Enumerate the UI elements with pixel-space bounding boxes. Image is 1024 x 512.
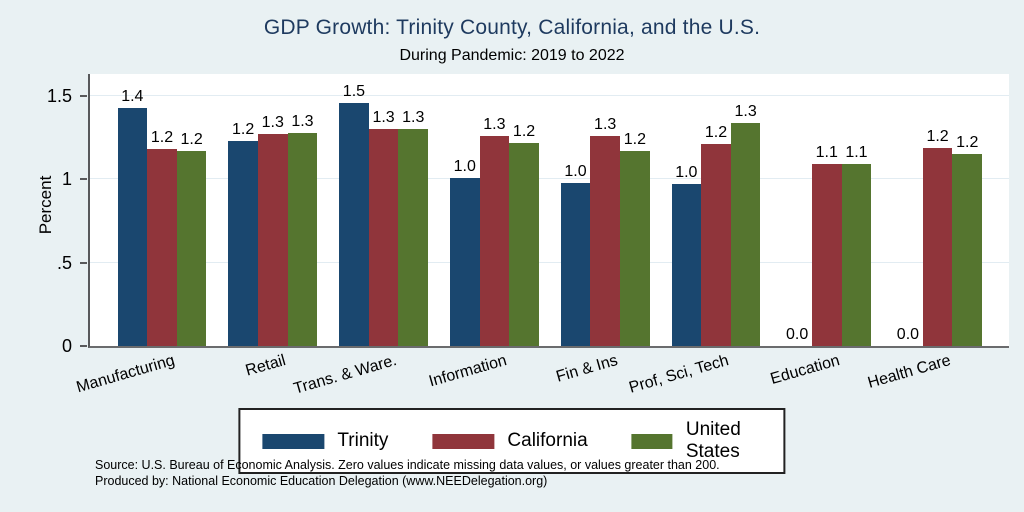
gridline-.5 [90, 261, 1009, 263]
y-tick-label: 0 [61, 336, 72, 356]
bar-value-label: 1.3 [734, 102, 757, 120]
bar-california: 1.3 [368, 109, 399, 346]
bar-group-fin-ins: 1.0 1.3 1.2 [560, 74, 650, 346]
bar-value-label: 1.0 [675, 164, 698, 182]
bar-group-information: 1.0 1.3 1.2 [449, 74, 539, 346]
bar-united-states: 1.3 [730, 103, 761, 346]
bar-value-label: 1.2 [623, 131, 646, 149]
bar-value-label: 1.2 [512, 122, 536, 140]
bar-value-label: 1.3 [594, 116, 617, 134]
bar-united-states: 1.2 [620, 131, 650, 346]
bar-value-label: 1.2 [180, 131, 203, 149]
bar-group-trans-ware-: 1.5 1.3 1.3 [339, 74, 429, 346]
bar-group-retail: 1.2 1.3 1.3 [228, 74, 318, 346]
bar-california: 1.2 [922, 128, 953, 346]
plot-area: 1.4 1.2 1.2 1.2 1.3 1.3 1.5 1.3 1.3 1.0 1.3 1.2 1.0 1… [88, 74, 1009, 348]
chart-subtitle: During Pandemic: 2019 to 2022 [399, 47, 625, 64]
bar-value-label: 1.3 [291, 112, 314, 130]
bar-value-label: 1.4 [121, 87, 144, 105]
source-note: Source: U.S. Bureau of Economic Analysis… [95, 458, 720, 472]
bar-california: 1.3 [257, 114, 288, 346]
legend-swatch [262, 433, 325, 449]
bar-value-label: 1.2 [150, 129, 174, 147]
bar-value-label: 0.0 [896, 326, 920, 343]
bar-united-states: 1.3 [287, 113, 318, 346]
bar-united-states: 1.2 [952, 134, 983, 346]
bar-value-label: 1.1 [845, 144, 868, 162]
y-tick-label: .5 [56, 252, 72, 273]
y-tick-mark [80, 261, 87, 264]
bar-united-states: 1.2 [176, 131, 207, 346]
legend-label: United States [685, 419, 741, 462]
bar-trinity: 1.0 [560, 163, 591, 346]
bar-value-label: 1.3 [483, 116, 506, 134]
y-tick-mark [80, 345, 87, 347]
y-tick-label: 1.5 [46, 86, 72, 107]
bar-united-states: 1.2 [509, 123, 539, 346]
bar-group-prof-sci-tech: 1.0 1.2 1.3 [671, 74, 761, 346]
gridline-1 [90, 178, 1009, 180]
bar-value-label: 1.2 [956, 134, 979, 152]
legend-item-united-states: United States [631, 419, 762, 463]
bar-united-states: 1.3 [398, 109, 429, 346]
bar-trinity: 1.0 [671, 164, 702, 346]
legend-label: Trinity [337, 430, 389, 451]
legend: Trinity California United States [238, 408, 786, 474]
bar-united-states: 1.1 [841, 144, 872, 346]
bar-value-label: 1.5 [342, 82, 366, 100]
bar-value-label: 1.0 [453, 157, 476, 175]
bar-value-label: 1.3 [261, 114, 284, 132]
legend-swatch [631, 433, 673, 449]
y-tick-label: 1 [61, 169, 72, 190]
bar-trinity: 1.5 [339, 83, 369, 346]
legend-item-trinity: Trinity [262, 430, 388, 452]
bar-trinity: 1.2 [228, 121, 258, 346]
bar-group-manufacturing: 1.4 1.2 1.2 [117, 74, 207, 346]
y-tick-mark [80, 95, 87, 98]
bar-group-health-care: 0.0 1.2 1.2 [893, 74, 983, 346]
bar-value-label: 1.3 [372, 109, 395, 127]
bar-california: 1.3 [590, 116, 620, 346]
bar-california: 1.3 [479, 116, 510, 346]
legend-swatch [432, 433, 495, 449]
bar-trinity: 1.0 [449, 158, 480, 346]
bar-value-label: 1.2 [926, 127, 949, 145]
bar-value-label: 1.0 [564, 162, 587, 180]
bar-value-label: 0.0 [786, 326, 809, 343]
bar-value-label: 1.3 [402, 109, 425, 127]
gridline-1.5 [90, 95, 1009, 97]
bar-trinity: 1.4 [117, 88, 148, 346]
bar-value-label: 1.2 [704, 124, 728, 142]
legend-label: California [507, 430, 588, 451]
bar-california: 1.2 [701, 124, 731, 346]
y-tick-mark [80, 178, 87, 181]
legend-item-california: California [432, 430, 588, 452]
produced-by-note: Produced by: National Economic Education… [95, 474, 548, 488]
bar-group-education: 0.0 1.1 1.1 [782, 74, 872, 346]
bar-california: 1.2 [147, 129, 177, 346]
chart-title: GDP Growth: Trinity County, California, … [263, 16, 761, 39]
bar-california: 1.1 [811, 144, 842, 346]
bar-value-label: 1.2 [232, 121, 255, 139]
footer-notes: Source: U.S. Bureau of Economic Analysis… [95, 457, 720, 489]
bar-value-label: 1.1 [815, 144, 838, 162]
